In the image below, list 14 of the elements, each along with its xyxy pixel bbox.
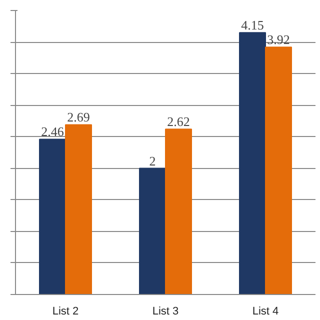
data-label: 2.69 bbox=[67, 110, 90, 125]
bar bbox=[265, 46, 292, 294]
x-tick-label: List 2 bbox=[52, 306, 79, 318]
bar bbox=[65, 124, 92, 294]
x-tick-label: List 3 bbox=[152, 306, 179, 318]
x-tick-label: List 4 bbox=[252, 306, 279, 318]
data-label: 2.46 bbox=[41, 124, 64, 140]
bar bbox=[139, 168, 166, 294]
data-label: 4.15 bbox=[241, 18, 264, 33]
bar bbox=[239, 32, 266, 294]
bar bbox=[165, 128, 192, 294]
data-label: 2 bbox=[149, 153, 156, 168]
bar bbox=[39, 138, 66, 294]
data-label: 2.62 bbox=[167, 114, 190, 130]
